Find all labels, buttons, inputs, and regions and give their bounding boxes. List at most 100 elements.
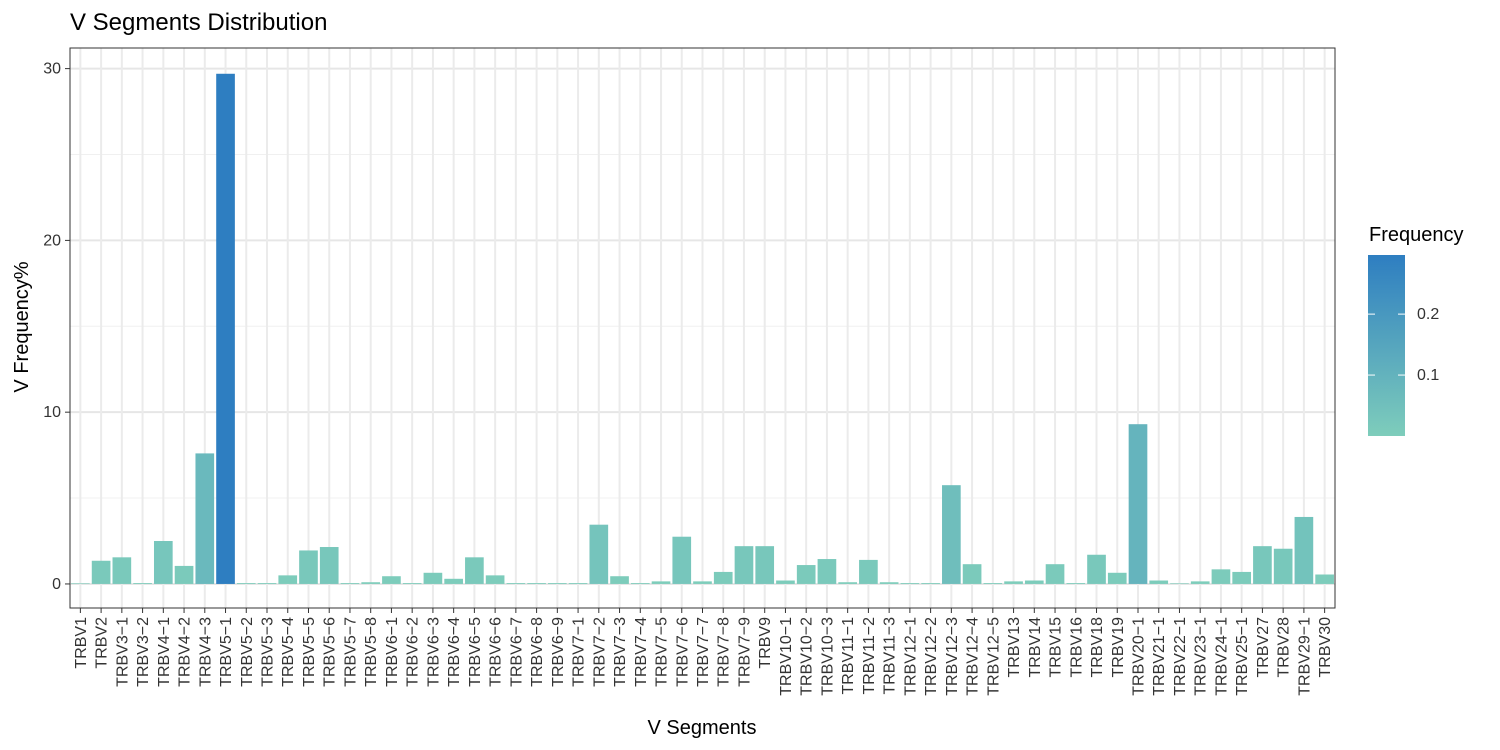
bar <box>630 583 650 584</box>
x-tick-label: TRBV6−1 <box>384 617 401 687</box>
legend-title: Frequency <box>1369 224 1464 246</box>
x-tick-label: TRBV7−4 <box>633 617 650 687</box>
legend-ticks: 0.2 0.1 <box>1368 306 1439 384</box>
bar <box>1190 581 1210 584</box>
bar <box>1232 571 1252 584</box>
x-tick-label: TRBV4−1 <box>156 617 173 687</box>
bar <box>382 576 401 584</box>
y-axis-title: V Frequency% <box>11 261 33 392</box>
bar <box>1128 424 1148 584</box>
bar <box>796 565 816 584</box>
x-tick-label: TRBV12−5 <box>985 617 1002 696</box>
bar <box>1315 574 1334 584</box>
x-tick-label: TRBV7−9 <box>736 617 753 687</box>
x-axis-title: V Segments <box>648 717 757 739</box>
x-tick-label: TRBV12−4 <box>965 617 982 696</box>
x-tick-label: TRBV6−2 <box>405 617 422 687</box>
bar <box>1024 580 1044 584</box>
x-tick-label: TRBV29−1 <box>1296 617 1313 696</box>
bar <box>506 583 526 584</box>
bar <box>361 582 381 584</box>
bar <box>1273 548 1293 584</box>
x-tick-label: TRBV6−6 <box>488 617 505 687</box>
x-tick-label: TRBV5−8 <box>363 617 380 687</box>
x-tick-label: TRBV5−4 <box>280 617 297 687</box>
x-tick-label: TRBV11−2 <box>861 617 878 695</box>
bar <box>133 583 152 584</box>
bar <box>1004 581 1023 584</box>
bar <box>1294 516 1314 584</box>
bars <box>71 73 1334 584</box>
x-tick-label: TRBV7−1 <box>571 617 588 687</box>
x-tick-label: TRBV5−2 <box>239 617 256 687</box>
x-tick-label: TRBV5−5 <box>301 617 318 687</box>
bar <box>610 576 629 584</box>
y-tick-label: 10 <box>43 404 61 421</box>
bar <box>568 583 588 584</box>
x-tick-label: TRBV19 <box>1110 617 1127 678</box>
legend: Frequency 0.2 0.1 <box>1368 224 1464 436</box>
bar <box>962 564 982 584</box>
bar <box>195 453 215 584</box>
bar <box>589 524 609 584</box>
x-tick-label: TRBV11−3 <box>882 617 899 695</box>
bar <box>299 550 318 584</box>
bar <box>921 583 940 584</box>
x-tick-label: TRBV23−1 <box>1193 617 1210 696</box>
bar <box>1107 572 1127 584</box>
bar <box>527 583 546 584</box>
x-tick-label: TRBV6−9 <box>550 617 567 687</box>
x-tick-label: TRBV11−1 <box>840 617 857 695</box>
x-tick-label: TRBV7−3 <box>612 617 629 687</box>
x-tick-label: TRBV27 <box>1255 617 1272 678</box>
x-tick-label: TRBV3−1 <box>114 617 131 687</box>
x-tick-label: TRBV6−3 <box>425 617 442 687</box>
x-tick-label: TRBV10−2 <box>799 617 816 696</box>
bar <box>859 559 878 584</box>
x-tick-label: TRBV24−1 <box>1213 617 1230 696</box>
bar <box>817 559 837 584</box>
y-tick-label: 30 <box>43 61 61 78</box>
x-tick-label: TRBV30 <box>1317 617 1334 678</box>
legend-colorbar <box>1368 255 1405 436</box>
x-tick-label: TRBV4−3 <box>197 617 214 687</box>
x-tick-label: TRBV5−6 <box>322 617 339 687</box>
x-tick-label: TRBV7−5 <box>654 617 671 687</box>
x-tick-label: TRBV22−1 <box>1172 617 1189 696</box>
bar <box>1149 580 1169 584</box>
x-tick-label: TRBV6−5 <box>467 617 484 687</box>
x-tick-label: TRBV14 <box>1027 617 1044 678</box>
bar <box>879 582 899 584</box>
x-tick-label: TRBV21−1 <box>1151 617 1168 696</box>
x-tick-label: TRBV12−3 <box>944 617 961 696</box>
bar <box>942 485 961 584</box>
bar <box>71 583 90 584</box>
chart-title: V Segments Distribution <box>70 9 327 36</box>
bar <box>236 583 256 584</box>
x-tick-label: TRBV28 <box>1276 617 1293 678</box>
bar <box>713 571 733 584</box>
bar <box>340 583 360 584</box>
x-tick-label: TRBV5−7 <box>342 617 359 687</box>
x-tick-label: TRBV7−2 <box>591 617 608 687</box>
gridlines <box>70 48 1335 608</box>
bar <box>1170 583 1189 584</box>
x-tick-label: TRBV10−1 <box>778 617 795 696</box>
bar <box>257 583 277 584</box>
bar <box>485 575 505 584</box>
x-tick-label: TRBV6−8 <box>529 617 546 687</box>
x-tick-label: TRBV12−2 <box>923 617 940 696</box>
x-tick-label: TRBV20−1 <box>1130 617 1147 696</box>
bar <box>465 557 484 584</box>
x-axis: TRBV1 TRBV2 TRBV3−1 TRBV3−2 TRBV4−1 TRBV4−2 TR… <box>73 608 1334 696</box>
bar <box>444 578 463 584</box>
x-tick-label: TRBV7−7 <box>695 617 712 687</box>
bar <box>672 536 692 584</box>
legend-tick-label: 0.2 <box>1417 306 1439 323</box>
x-tick-label: TRBV12−1 <box>902 617 919 696</box>
bar <box>1066 583 1086 584</box>
bar <box>651 581 671 584</box>
bar <box>734 546 754 584</box>
bar <box>423 572 443 584</box>
